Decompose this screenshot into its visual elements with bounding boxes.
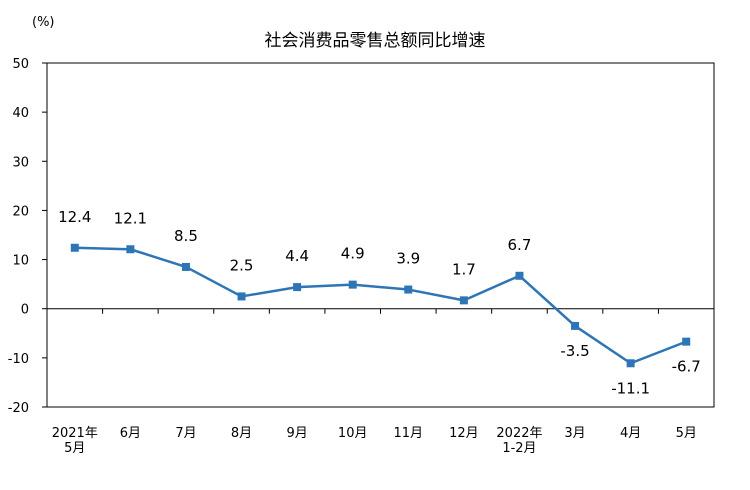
x-tick-label: 2022年 1-2月	[496, 426, 542, 456]
data-label: 6.7	[508, 236, 532, 254]
x-tick-label: 8月	[231, 426, 252, 441]
chart-title: 社会消费品零售总额同比增速	[265, 31, 486, 51]
x-tick-label: 12月	[449, 426, 479, 441]
x-tick-label: 2021年 5月	[52, 426, 98, 456]
series-line	[74, 246, 687, 365]
y-tick-label: 10	[12, 254, 29, 269]
x-tick-label: 3月	[564, 426, 585, 441]
x-tick-label: 6月	[120, 426, 141, 441]
data-point	[70, 243, 79, 252]
x-tick-label: 7月	[175, 426, 196, 441]
data-label: 8.5	[174, 227, 198, 245]
y-tick-label: 20	[12, 204, 29, 219]
data-point	[515, 271, 524, 280]
x-tick-label: 10月	[338, 426, 368, 441]
data-label: -11.1	[611, 379, 650, 397]
data-point	[626, 359, 635, 368]
x-axis: 2021年 5月 6月 7月 8月 9月 10月 11月 12月 2022年 1-2月 3月 4月 5月	[46, 308, 715, 456]
data-label: 1.7	[452, 260, 476, 278]
y-unit-label: (%)	[32, 15, 55, 30]
data-point	[348, 280, 357, 289]
data-label: 12.1	[114, 209, 147, 227]
x-tick-label: 4月	[620, 426, 641, 441]
data-point	[571, 321, 580, 330]
data-point	[181, 262, 190, 271]
data-point	[404, 285, 413, 294]
data-point	[237, 292, 246, 301]
data-label: 12.4	[58, 208, 91, 226]
plot-area	[46, 62, 715, 408]
data-label: 4.4	[285, 247, 309, 265]
data-label: 2.5	[230, 256, 254, 274]
data-label: -6.7	[672, 358, 701, 376]
data-point	[126, 245, 135, 254]
data-point	[682, 337, 691, 346]
data-point	[459, 296, 468, 305]
y-tick-label: -10	[8, 352, 29, 367]
y-tick-label: 0	[21, 303, 29, 318]
x-tick-label: 11月	[394, 426, 424, 441]
data-label: 3.9	[396, 250, 420, 268]
x-tick-label: 9月	[286, 426, 307, 441]
x-tick-label: 5月	[676, 426, 697, 441]
data-label: -3.5	[560, 342, 589, 360]
y-axis: -20 -10 0 10 20 30 40 50	[8, 57, 47, 416]
y-tick-label: -20	[8, 401, 29, 416]
data-label: 4.9	[341, 245, 365, 263]
y-tick-label: 40	[12, 106, 29, 121]
y-tick-label: 50	[12, 57, 29, 72]
series-layer: 12.4 12.1 8.5 2.5 4.4 4.9 3.9 1.7 6.7 -3.5 -11.1 -6…	[58, 208, 701, 397]
y-tick-label: 30	[12, 155, 29, 170]
data-point	[293, 283, 302, 292]
